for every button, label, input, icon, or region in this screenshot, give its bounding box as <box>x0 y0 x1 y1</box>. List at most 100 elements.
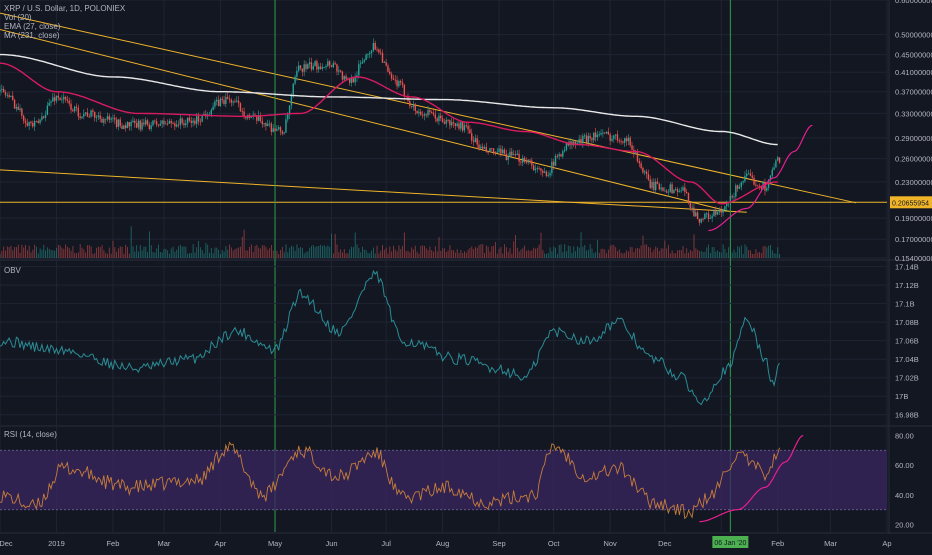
volume-bar <box>522 248 523 258</box>
rsi-tick-label[interactable]: 60.00 <box>895 461 914 470</box>
price-tick-label[interactable]: 0.29000000 <box>895 134 932 143</box>
volume-bar <box>158 245 159 258</box>
candle[interactable] <box>713 209 714 216</box>
volume-bar <box>550 247 551 258</box>
price-tick-label[interactable]: 0.37000000 <box>895 88 932 97</box>
volume-bar <box>20 253 21 258</box>
candle[interactable] <box>14 99 15 109</box>
candle[interactable] <box>10 96 11 98</box>
obv-tick-label[interactable]: 17.1B <box>895 300 915 309</box>
rsi-tick-label[interactable]: 20.00 <box>895 521 914 530</box>
price-tick-label[interactable]: 0.33000000 <box>895 109 932 118</box>
volume-bar <box>171 249 172 258</box>
volume-bar <box>145 247 146 258</box>
rsi-band <box>0 450 887 509</box>
candle[interactable] <box>123 125 124 129</box>
volume-bar <box>419 254 420 258</box>
volume-bar <box>94 253 95 258</box>
obv-tick-label[interactable]: 16.98B <box>895 411 919 420</box>
volume-bar <box>666 249 667 258</box>
rsi-tick-label[interactable]: 80.00 <box>895 431 914 440</box>
price-tick-label[interactable]: 0.19000000 <box>895 214 932 223</box>
volume-bar <box>632 247 633 258</box>
volume-bar <box>586 251 587 258</box>
volume-bar <box>544 253 545 258</box>
volume-legend[interactable]: Vol (20) <box>4 13 125 22</box>
volume-bar <box>320 245 321 258</box>
volume-bar <box>664 241 665 258</box>
obv-tick-label[interactable]: 17.04B <box>895 355 919 364</box>
volume-bar <box>194 253 195 258</box>
obv-tick-label[interactable]: 17.06B <box>895 337 919 346</box>
current-price-tag[interactable]: 0.20655954 <box>890 196 932 208</box>
obv-tick-label[interactable]: 17B <box>895 392 908 401</box>
volume-bar <box>495 242 496 258</box>
volume-bar <box>398 245 399 258</box>
symbol-title[interactable]: XRP / U.S. Dollar, 1D, POLONIEX <box>4 4 125 13</box>
volume-bar <box>553 246 554 258</box>
time-tick-label: Dec <box>658 539 672 548</box>
price-tick-label[interactable]: 0.26000000 <box>895 155 932 164</box>
volume-bar <box>140 245 141 258</box>
price-tick-label[interactable]: 0.45000000 <box>895 51 932 60</box>
volume-bar <box>151 245 152 258</box>
volume-bar <box>165 249 166 258</box>
volume-bar <box>714 247 715 258</box>
volume-bar <box>431 250 432 258</box>
volume-bar <box>89 245 90 258</box>
volume-bar <box>200 247 201 258</box>
time-tick-label: Feb <box>771 539 784 548</box>
volume-bar <box>342 253 343 258</box>
obv-tick-label[interactable]: 17.08B <box>895 318 919 327</box>
volume-bar <box>694 234 695 258</box>
date-marker-tag[interactable]: 06 Jan '20 <box>712 536 748 548</box>
candle[interactable] <box>489 148 490 153</box>
obv-tick-label[interactable]: 17.12B <box>895 281 919 290</box>
volume-bar <box>369 253 370 258</box>
volume-bar <box>360 252 361 258</box>
price-tick-label[interactable]: 0.41000000 <box>895 68 932 77</box>
volume-bar <box>613 245 614 258</box>
volume-bar <box>340 249 341 258</box>
volume-bar <box>433 252 434 258</box>
price-tick-label[interactable]: 0.50000000 <box>895 31 932 40</box>
ema-legend[interactable]: EMA (27, close) <box>4 22 125 31</box>
price-tick-label[interactable]: 0.17000000 <box>895 235 932 244</box>
candle[interactable] <box>90 110 91 118</box>
volume-bar <box>366 250 367 258</box>
volume-bar <box>442 248 443 258</box>
volume-bar <box>508 252 509 258</box>
volume-bar <box>1 251 2 258</box>
candle[interactable] <box>240 102 241 112</box>
volume-bar <box>395 249 396 258</box>
volume-bar <box>111 254 112 258</box>
rsi-tick-label[interactable]: 40.00 <box>895 491 914 500</box>
candle[interactable] <box>127 121 128 128</box>
obv-tick-label[interactable]: 17.14B <box>895 263 919 272</box>
volume-bar <box>755 249 756 258</box>
obv-tick-label[interactable]: 17.02B <box>895 374 919 383</box>
obv-legend[interactable]: OBV <box>4 266 21 275</box>
volume-bar <box>610 246 611 258</box>
price-tick-label[interactable]: 0.23000000 <box>895 178 932 187</box>
rsi-legend[interactable]: RSI (14, close) <box>4 430 57 439</box>
volume-bar <box>765 246 766 258</box>
ma-legend[interactable]: MA (231, close) <box>4 31 125 40</box>
volume-bar <box>291 246 292 258</box>
price-tick-label[interactable]: 0.60000000 <box>895 0 932 5</box>
volume-bar <box>482 244 483 258</box>
volume-bar <box>499 249 500 258</box>
volume-bar <box>100 247 101 258</box>
volume-bar <box>337 244 338 258</box>
candle[interactable] <box>59 97 60 100</box>
volume-bar <box>83 249 84 258</box>
volume-bar <box>683 246 684 258</box>
volume-bar <box>105 253 106 258</box>
volume-bar <box>386 248 387 258</box>
volume-bar <box>240 247 241 258</box>
candle[interactable] <box>688 192 689 204</box>
volume-bar <box>459 253 460 258</box>
volume-bar <box>655 247 656 258</box>
